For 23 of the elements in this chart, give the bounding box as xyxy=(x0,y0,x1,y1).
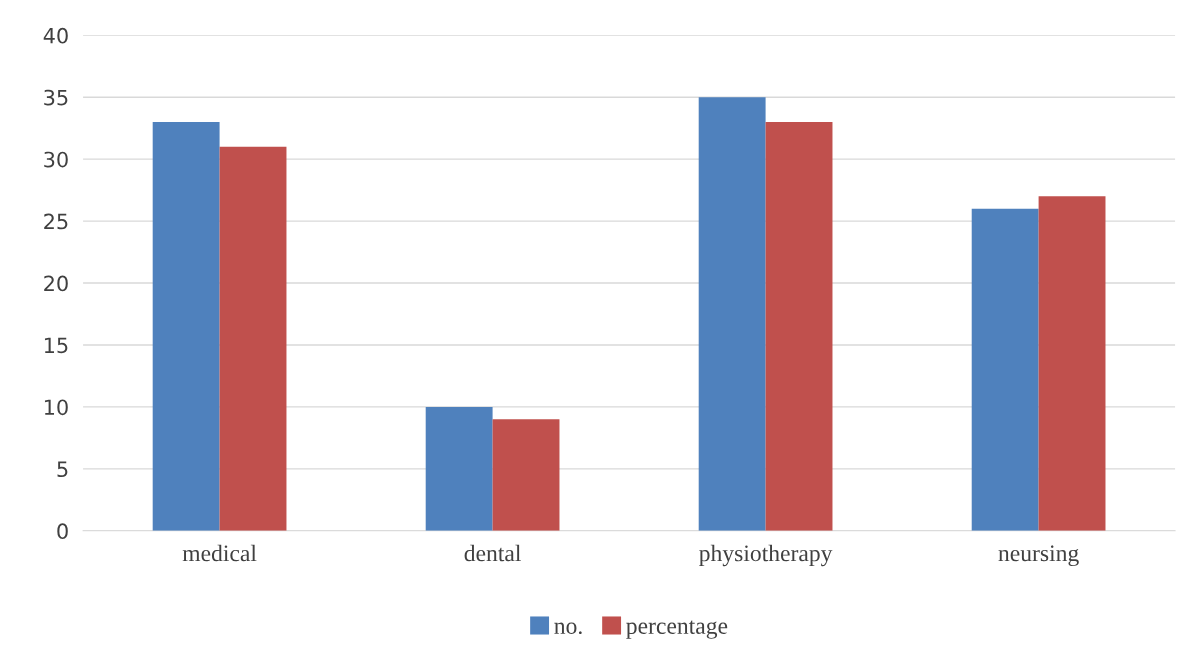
bar xyxy=(698,97,766,531)
bar xyxy=(219,146,287,531)
y-tick-label: 30 xyxy=(44,151,68,168)
legend-label: no. xyxy=(554,622,582,635)
y-tick-label: 20 xyxy=(44,275,68,292)
bar xyxy=(152,122,220,531)
x-tick-label: physiotherapy xyxy=(699,544,833,567)
y-tick-label: 5 xyxy=(57,461,68,478)
y-tick-label: 25 xyxy=(44,213,68,230)
legend-label: percentage xyxy=(626,620,728,639)
y-tick-label: 40 xyxy=(43,27,68,44)
x-tick-label: neursing xyxy=(998,545,1079,567)
x-tick-label: dental xyxy=(464,544,521,562)
bar xyxy=(425,406,493,531)
bar xyxy=(971,208,1039,531)
bar xyxy=(765,122,833,531)
bar xyxy=(492,419,560,531)
y-tick-label: 35 xyxy=(44,89,68,106)
bar xyxy=(1038,196,1106,531)
y-tick-label: 15 xyxy=(44,337,68,354)
x-tick-label: medical xyxy=(182,544,257,562)
y-tick-label: 10 xyxy=(44,399,68,416)
y-tick-label: 0 xyxy=(57,523,68,540)
